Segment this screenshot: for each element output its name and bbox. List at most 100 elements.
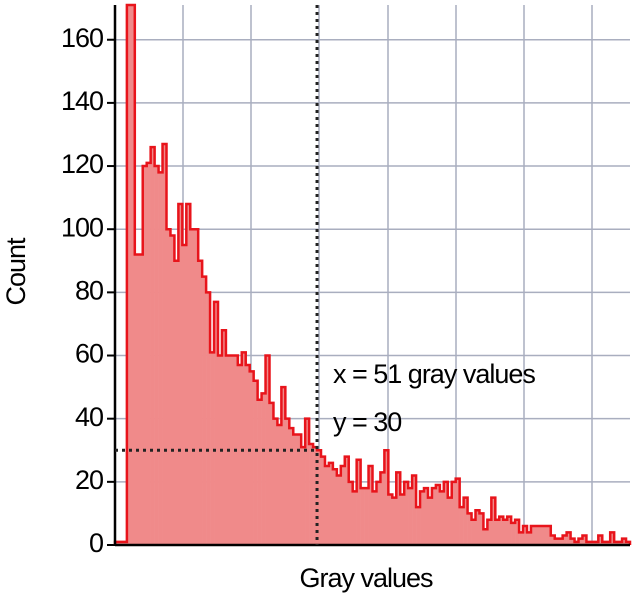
bar	[368, 466, 373, 545]
bar	[416, 507, 421, 545]
bar	[372, 491, 377, 545]
bar	[566, 532, 571, 545]
bar	[166, 229, 171, 546]
bar	[618, 541, 623, 545]
bar	[206, 292, 211, 545]
bar	[237, 365, 243, 545]
annotation: y = 30	[333, 407, 401, 437]
bar	[424, 488, 429, 545]
bar	[360, 488, 365, 545]
bar	[388, 494, 393, 545]
bar	[491, 497, 496, 545]
bar	[578, 538, 583, 545]
bar	[324, 466, 330, 545]
bar	[269, 402, 274, 545]
bar	[594, 541, 599, 545]
bar	[495, 519, 500, 545]
y-tick-label: 120	[61, 149, 103, 179]
bar	[511, 522, 516, 545]
bar	[364, 488, 369, 545]
y-tick-label: 60	[75, 339, 103, 369]
y-tick-label: 40	[75, 402, 103, 432]
bar	[317, 450, 322, 545]
bar	[550, 535, 556, 545]
bar	[598, 535, 603, 545]
bar	[519, 532, 524, 545]
bar	[249, 371, 254, 545]
bar	[534, 526, 540, 545]
bar	[582, 535, 587, 545]
bar	[178, 203, 183, 545]
bar	[198, 260, 203, 545]
bar	[530, 526, 536, 545]
bar	[277, 425, 282, 545]
bar	[479, 513, 484, 545]
bar	[253, 380, 258, 545]
bar	[507, 516, 512, 545]
bar	[214, 301, 219, 545]
y-tick-label: 100	[61, 212, 103, 242]
bar	[352, 491, 357, 545]
bar	[404, 481, 409, 545]
y-axis-label: Count	[1, 237, 31, 306]
bar	[162, 143, 167, 545]
bar	[396, 472, 401, 545]
bar	[340, 466, 346, 545]
bar	[451, 481, 456, 545]
bar	[142, 166, 147, 546]
bar	[427, 497, 433, 545]
bar	[348, 481, 353, 545]
bar	[202, 276, 207, 545]
bar	[154, 166, 159, 546]
bar	[475, 510, 480, 545]
bar	[420, 491, 425, 545]
bar	[610, 532, 615, 545]
bar	[590, 541, 595, 545]
bar	[467, 513, 472, 545]
x-grid	[182, 5, 593, 545]
bar	[435, 485, 441, 545]
bar	[431, 488, 437, 545]
bar	[499, 516, 504, 545]
bar	[455, 478, 460, 545]
bar	[447, 497, 453, 545]
bar	[574, 541, 579, 545]
y-tick-label: 0	[89, 528, 103, 558]
bar	[186, 203, 191, 545]
bar	[392, 497, 397, 545]
bar	[118, 541, 124, 545]
bar	[527, 532, 532, 545]
bar	[313, 447, 318, 545]
bar	[229, 355, 235, 545]
bar	[408, 488, 413, 545]
bar	[115, 541, 120, 545]
bar	[614, 541, 619, 545]
bar	[554, 538, 559, 545]
annotation: x = 51 gray values	[333, 359, 535, 389]
bar	[190, 229, 195, 546]
bar	[273, 418, 278, 545]
bar	[293, 434, 298, 545]
bar	[289, 428, 294, 545]
bar	[380, 472, 385, 545]
bar	[606, 541, 611, 545]
bar	[265, 355, 270, 545]
bar	[412, 475, 417, 545]
bar	[150, 147, 155, 545]
bar	[515, 519, 520, 545]
bar	[622, 538, 627, 545]
bar	[626, 541, 631, 545]
bar	[245, 365, 250, 545]
bar	[281, 387, 286, 545]
bar	[459, 507, 464, 545]
bar	[257, 399, 262, 545]
bar	[174, 260, 179, 545]
bar	[305, 418, 310, 545]
bar	[285, 418, 290, 545]
bar	[130, 5, 136, 545]
bar	[158, 172, 163, 546]
bar	[570, 538, 575, 545]
bar	[261, 393, 266, 545]
bar	[241, 352, 247, 545]
